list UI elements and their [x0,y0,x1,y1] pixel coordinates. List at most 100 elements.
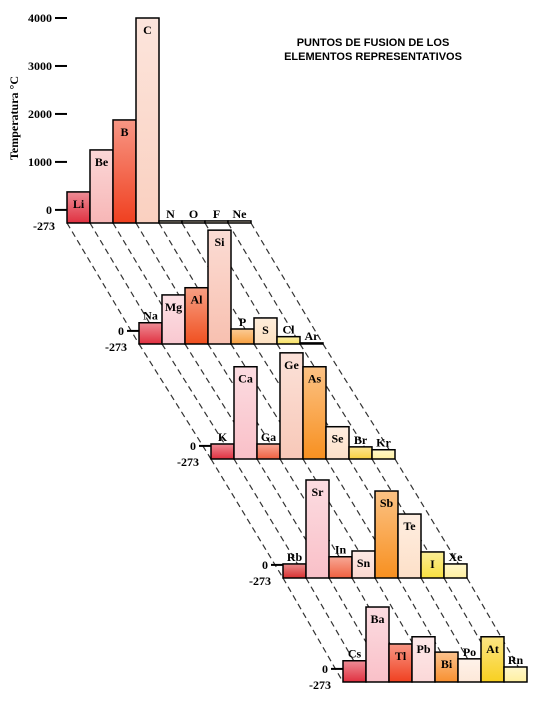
bar-label: Ar [305,329,320,343]
bar-label: Kr [376,436,391,450]
y-tick-label: -273 [249,574,271,588]
bar-label: Li [73,197,85,211]
bar-label: Xe [449,550,464,564]
bar-label: Al [191,293,204,307]
bar-label: Sr [312,485,325,499]
bar-label: Rn [508,653,524,667]
y-tick-label: -273 [33,219,55,233]
y-tick-label: 1000 [28,155,52,169]
y-tick-label: -273 [177,455,199,469]
bar-label: Ca [238,372,253,386]
bar [342,659,367,683]
bar-label: P [239,315,246,329]
bar [503,666,528,683]
connector [227,222,301,345]
bar [282,563,307,579]
bar-label: Sb [380,496,394,510]
bar [325,425,350,460]
connector [394,458,468,579]
bar-label: Be [95,155,109,169]
bar [299,342,324,345]
bar-label: Cs [348,647,362,661]
bar-label: As [308,372,322,386]
y-tick-label: 0 [190,439,196,453]
bar [253,317,278,345]
y-tick-label: -273 [309,678,331,692]
connector [207,343,281,460]
connector [299,343,373,460]
bar-label: Se [332,432,345,446]
bar-label: Sn [357,556,371,570]
bar-label: Na [143,309,158,323]
y-tick-label: 0 [118,324,124,338]
bar-label: Pb [416,642,430,656]
bar-label: In [335,543,347,557]
bar [233,365,258,460]
bar [302,365,327,460]
connector [282,577,344,683]
bar-label: Rb [287,550,303,564]
connector [250,222,324,345]
chart-title: PUNTOS DE FUSION DE LOS [297,37,450,49]
bar-label: Ne [233,207,248,221]
bar [207,229,232,345]
connector [210,458,284,579]
bar-label: B [120,125,128,139]
bar-label: Ga [261,430,276,444]
bar-label: I [430,557,435,571]
bar-label: Ba [370,612,384,626]
bar-label: S [262,323,269,337]
bar [158,220,183,224]
chart-title: ELEMENTOS REPRESENTATIVOS [284,51,462,63]
bar [305,479,330,579]
bar [276,335,301,345]
bar-label: Ge [284,358,299,372]
bar-label: Po [463,645,476,659]
bar [210,443,235,460]
connector [135,222,209,345]
bar [480,636,505,683]
y-tick-label: 4000 [28,11,52,25]
y-tick-label: 2000 [28,107,52,121]
bar [181,220,206,224]
bar [227,220,252,224]
bar-label: C [143,23,152,37]
bar [204,220,229,224]
y-tick-label: -273 [105,340,127,354]
connector [112,222,186,345]
bar-label: Cl [283,323,296,337]
bar-label: Si [214,235,225,249]
connector [161,343,235,460]
connector [66,222,140,345]
bar-label: At [486,642,499,656]
y-axis-label: Temperatura °C [7,76,21,160]
bar [135,17,160,224]
connector [89,222,163,345]
y-tick-label: 0 [262,558,268,572]
connector [466,577,528,683]
bar-label: Br [354,433,368,447]
bar [443,563,468,579]
bar [138,321,163,345]
bar-label: Mg [165,300,182,314]
bar [256,443,281,460]
y-tick-label: 3000 [28,59,52,73]
y-tick-label: 0 [46,203,52,217]
bar-label: O [189,207,198,221]
connector [138,343,212,460]
bar-label: N [166,207,175,221]
bar-label: Tl [395,649,407,663]
bar [397,513,422,579]
y-tick-label: 0 [322,662,328,676]
bar-label: K [218,430,228,444]
connector [158,222,232,345]
bar [230,328,255,345]
connector [233,458,307,579]
connector [322,343,396,460]
bar [371,448,396,460]
bar [457,658,482,683]
bar [348,446,373,460]
bar-label: Te [403,519,416,533]
bar [328,555,353,579]
